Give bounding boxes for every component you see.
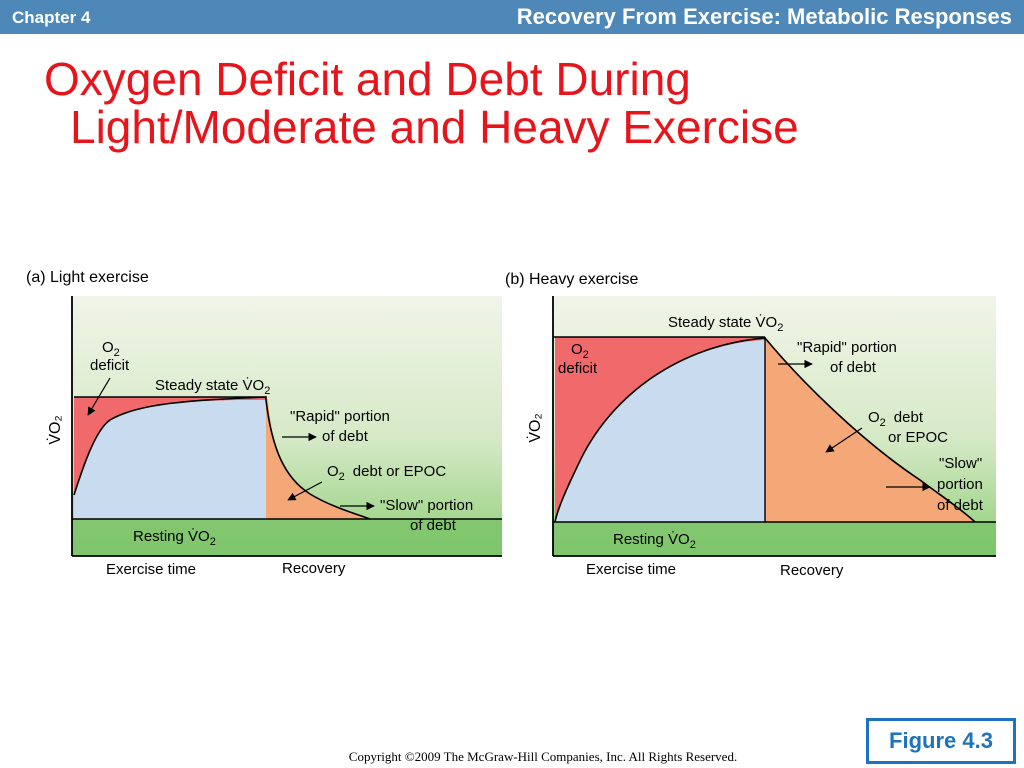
panel-b-rapid-label-2: of debt (830, 359, 877, 376)
panel-b-caption: (b) Heavy exercise (505, 271, 638, 288)
panel-a-o2-debt-area (266, 397, 370, 519)
panel-a-caption: (a) Light exercise (26, 269, 149, 286)
section-title: Recovery From Exercise: Metabolic Respon… (516, 4, 1012, 29)
panel-a-slow-label-1: "Slow" portion (380, 497, 473, 514)
panel-a-y-label: V̇O₂ (46, 415, 64, 444)
figure-diagram: (a) Light exercise V̇O₂ O2 deficit Stead… (26, 269, 996, 579)
panel-a-rapid-label-1: "Rapid" portion (290, 408, 390, 425)
panel-b: (b) Heavy exercise V̇O₂ Steady state V̇O… (505, 271, 996, 579)
panel-b-o2-deficit-area (555, 337, 765, 522)
panel-b-debt-label-2: or EPOC (888, 429, 948, 446)
panel-b-slow-label-2: portion (937, 476, 983, 493)
panel-b-debt-label: O2 debt (868, 409, 924, 429)
panel-b-exercise-time-label: Exercise time (586, 561, 676, 578)
panel-a-o2-deficit-label: O2 (102, 339, 120, 359)
panel-a-debt-label: O2 debt or EPOC (327, 463, 446, 483)
panel-a-rapid-label-2: of debt (322, 428, 369, 445)
panel-a-debt-arrow (287, 481, 323, 501)
panel-a-steady-state-label: Steady state V̇O2 (155, 377, 270, 397)
panel-a-recovery-label: Recovery (282, 560, 346, 577)
chapter-label: Chapter 4 (12, 8, 91, 27)
panel-a: (a) Light exercise V̇O₂ O2 deficit Stead… (26, 269, 502, 578)
panel-a-resting-band (72, 519, 502, 556)
panel-b-y-label: V̇O₂ (526, 413, 544, 442)
panel-b-o2-debt-area (765, 337, 975, 522)
panel-b-o2-deficit-label: O2 (571, 341, 589, 361)
panel-a-resting-label: Resting V̇O2 (133, 528, 216, 548)
panel-a-deficit-arrow (87, 377, 111, 416)
panel-b-slow-label-1: "Slow" (939, 455, 982, 472)
panel-b-debt-arrow (825, 427, 863, 453)
panel-b-recovery-label: Recovery (780, 562, 844, 579)
panel-b-resting-label: Resting V̇O2 (613, 531, 696, 551)
header-bar: Chapter 4 Recovery From Exercise: Metabo… (0, 0, 1024, 34)
panel-a-slow-label-2: of debt (410, 517, 457, 534)
panel-a-o2-deficit-label-2: deficit (90, 357, 130, 374)
slide-title-line-1: Oxygen Deficit and Debt During (44, 53, 691, 105)
panel-b-resting-band (553, 522, 996, 556)
copyright-notice: Copyright ©2009 The McGraw-Hill Companie… (348, 749, 738, 764)
figure-label: Figure 4.3 (866, 718, 1016, 764)
panel-b-steady-state-area (555, 340, 765, 522)
slide-title: Oxygen Deficit and Debt During Light/Mod… (44, 55, 799, 151)
panel-b-steady-state-label: Steady state V̇O2 (668, 314, 783, 334)
panel-a-exercise-time-label: Exercise time (106, 561, 196, 578)
panel-b-o2-deficit-label-2: deficit (558, 360, 598, 377)
slide-title-line-2: Light/Moderate and Heavy Exercise (70, 101, 799, 153)
panel-a-steady-state-area (74, 400, 266, 519)
panel-b-slow-label-3: of debt (937, 497, 984, 514)
panel-b-rapid-label-1: "Rapid" portion (797, 339, 897, 356)
